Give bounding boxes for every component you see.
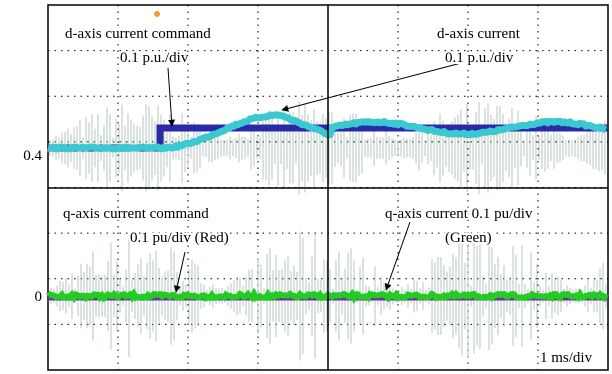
scope-screen: d-axis current command 0.1 p.u./div d-ax… (0, 0, 612, 374)
trigger-marker (154, 11, 160, 17)
annotation: (Green) (445, 230, 492, 246)
annotation: 0.1 p.u./div (445, 50, 514, 66)
q-current-trace (48, 294, 606, 298)
annotation: 0.1 p.u./div (120, 50, 189, 66)
annotation: d-axis current (437, 26, 521, 42)
page: d-axis current command 0.1 p.u./div d-ax… (0, 0, 612, 374)
annotation: d-axis current command (65, 26, 211, 42)
level-label: 0 (35, 289, 43, 305)
annotation: q-axis current command (63, 206, 209, 222)
level-label: 0.4 (23, 148, 42, 164)
annotation: 0.1 pu/div (Red) (130, 230, 229, 246)
timebase-label: 1 ms/div (540, 350, 593, 366)
annotation: q-axis current 0.1 pu/div (385, 206, 533, 222)
